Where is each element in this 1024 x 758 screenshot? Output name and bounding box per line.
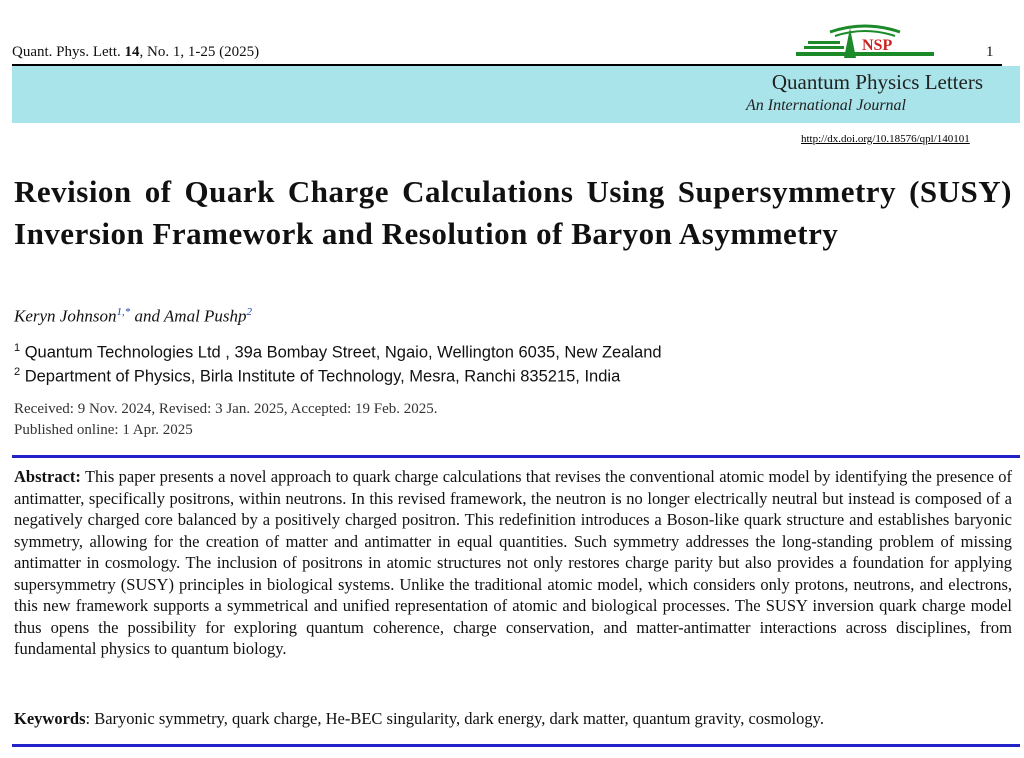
keywords: Keywords: Baryonic symmetry, quark charg… — [14, 709, 1012, 729]
keywords-text: : Baryonic symmetry, quark charge, He-BE… — [85, 709, 824, 728]
abstract-text: This paper presents a novel approach to … — [14, 467, 1012, 658]
abstract-label: Abstract: — [14, 467, 81, 486]
affiliation-2-number: 2 — [14, 366, 21, 378]
journal-name: Quantum Physics Letters — [771, 70, 983, 94]
abstract-bottom-rule — [12, 744, 1020, 747]
journal-banner: Quantum Physics Letters An International… — [12, 66, 1020, 123]
authors: Keryn Johnson1,* and Amal Pushp2 — [14, 306, 252, 327]
abstract-top-rule — [12, 455, 1020, 458]
affiliation-1-number: 1 — [14, 342, 21, 354]
affiliation-1: 1 Quantum Technologies Ltd , 39a Bombay … — [14, 342, 662, 363]
published-date: Published online: 1 Apr. 2025 — [14, 422, 193, 438]
citation-prefix: Quant. Phys. Lett. — [12, 44, 125, 60]
citation-volume: 14 — [124, 44, 140, 60]
author-1-affil[interactable]: 1,* — [116, 306, 131, 318]
nsp-logo-icon: NSP — [796, 24, 934, 58]
abstract: Abstract: This paper presents a novel ap… — [14, 466, 1012, 660]
page-number: 1 — [986, 44, 994, 60]
citation: Quant. Phys. Lett. 14, No. 1, 1-25 (2025… — [12, 44, 259, 61]
header-rule — [12, 64, 1002, 66]
affiliation-2-text: Department of Physics, Birla Institute o… — [24, 367, 621, 386]
paper-title: Revision of Quark Charge Calculations Us… — [14, 174, 1012, 251]
author-1: Keryn Johnson — [14, 306, 117, 326]
affiliation-1-text: Quantum Technologies Ltd , 39a Bombay St… — [24, 343, 662, 362]
citation-suffix: , No. 1, 1-25 (2025) — [139, 44, 260, 60]
affiliation-2: 2 Department of Physics, Birla Institute… — [14, 366, 620, 387]
logo-text: NSP — [862, 37, 892, 54]
journal-subtitle: An International Journal — [746, 97, 906, 114]
author-2-affil[interactable]: 2 — [246, 306, 253, 318]
received-dates: Received: 9 Nov. 2024, Revised: 3 Jan. 2… — [14, 401, 438, 417]
keywords-label: Keywords — [14, 709, 86, 728]
doi-link[interactable]: http://dx.doi.org/10.18576/qpl/140101 — [801, 133, 970, 145]
author-join: and Amal Pushp — [130, 306, 247, 326]
